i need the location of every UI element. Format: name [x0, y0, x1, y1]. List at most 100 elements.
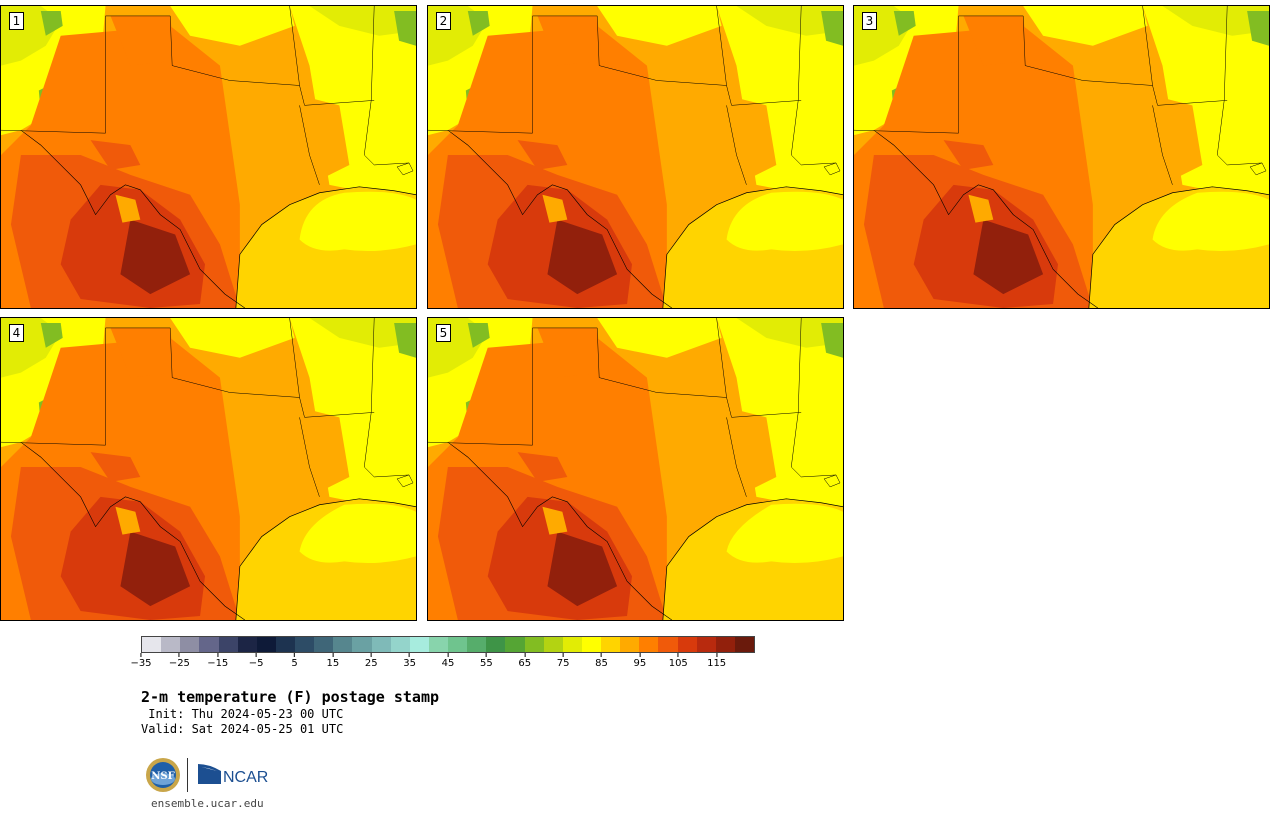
colorbar-tick-labels: −35 −25 −15 −5 5 15 25 35 45 55 65 75 85 95 105 115 — [130, 653, 755, 673]
ensemble-member-panel-1: 1 — [0, 5, 417, 309]
state-lines — [1216, 6, 1263, 166]
warm-region — [110, 15, 176, 66]
colorbar-swatch — [486, 637, 506, 652]
cool-region-east — [289, 318, 416, 517]
cool-region-north — [170, 6, 295, 46]
ncar-logo-icon: NCAR — [198, 764, 268, 786]
state-lines — [289, 318, 300, 398]
gulf-warm-patch — [726, 191, 843, 252]
member-label: 1 — [9, 12, 24, 30]
lake-outline — [396, 474, 414, 488]
temperature-map — [854, 6, 1269, 308]
state-lines — [726, 105, 747, 185]
colorbar-swatch — [352, 637, 372, 652]
extreme-hot-region — [547, 531, 618, 607]
state-lines — [363, 318, 410, 478]
colorbar-swatch — [715, 637, 735, 652]
colorbar-swatch — [314, 637, 334, 652]
colorbar-swatch — [734, 637, 754, 652]
mountain-cool-patch — [542, 194, 568, 223]
hot-patch — [943, 140, 994, 170]
coastline — [662, 498, 843, 620]
hot-patch — [90, 452, 141, 482]
green-patch — [394, 322, 416, 358]
cool-region-northeast — [309, 6, 416, 36]
colorbar-tick: −15 — [207, 653, 228, 669]
lake-outline — [1249, 162, 1267, 176]
mild-patch — [1152, 95, 1203, 180]
colorbar-tick: 45 — [442, 653, 455, 669]
svg-text:NSF: NSF — [151, 771, 174, 782]
temperature-map — [428, 318, 843, 620]
colorbar-swatch — [696, 637, 716, 652]
colorbar-tick: 115 — [707, 653, 726, 669]
coastline — [1088, 186, 1269, 308]
colorbar-swatch — [371, 637, 391, 652]
gulf-warm-patch — [726, 503, 843, 564]
border-line — [873, 129, 1098, 308]
state-lines — [428, 15, 802, 134]
colorbar-swatch — [467, 637, 487, 652]
colorbar-tick: 85 — [595, 653, 608, 669]
valid-time: Valid: Sat 2024-05-25 01 UTC — [141, 722, 344, 736]
mild-patch — [726, 407, 777, 492]
coastline — [235, 498, 416, 620]
colorbar-tick: −25 — [169, 653, 190, 669]
colorbar-swatch — [161, 637, 181, 652]
state-lines — [1, 327, 375, 446]
plot-title: 2-m temperature (F) postage stamp — [141, 688, 440, 706]
warm-region — [110, 327, 176, 378]
state-lines — [1152, 105, 1173, 185]
warm-region — [537, 327, 603, 378]
state-lines — [716, 6, 727, 86]
extreme-hot-region — [973, 219, 1044, 295]
colorbar-swatch — [677, 637, 697, 652]
extreme-hot-region — [547, 219, 618, 295]
colorbar-swatch — [601, 637, 621, 652]
mountain-cool-patch — [968, 194, 994, 223]
cool-region-north — [1023, 6, 1148, 46]
init-time: Init: Thu 2024-05-23 00 UTC — [141, 707, 344, 721]
state-lines — [299, 417, 320, 497]
state-lines — [726, 417, 747, 497]
border-line — [20, 441, 245, 620]
cool-region-northeast — [736, 6, 843, 36]
colorbar-tick: 5 — [291, 653, 297, 669]
temperature-map — [1, 6, 416, 308]
state-lines — [1142, 6, 1153, 86]
lake-outline — [823, 162, 841, 176]
state-lines — [428, 327, 802, 446]
colorbar-swatch — [256, 637, 276, 652]
colorbar-swatch — [658, 637, 678, 652]
hot-patch — [517, 140, 568, 170]
lake-outline — [823, 474, 841, 488]
colorbar-swatch — [275, 637, 295, 652]
colorbar-swatch — [142, 637, 162, 652]
cool-region-east — [716, 318, 843, 517]
cool-region-north — [597, 6, 722, 46]
member-label: 3 — [862, 12, 877, 30]
ensemble-member-panel-5: 5 — [427, 317, 844, 621]
highland-green — [40, 10, 63, 36]
state-lines — [716, 318, 727, 398]
mountain-cool-patch — [115, 194, 141, 223]
green-patch — [1247, 10, 1269, 46]
ensemble-member-panel-4: 4 — [0, 317, 417, 621]
hot-patch — [517, 452, 568, 482]
member-label: 2 — [436, 12, 451, 30]
coastline — [662, 186, 843, 308]
state-lines — [363, 6, 410, 166]
colorbar-swatch — [524, 637, 544, 652]
extreme-hot-region — [120, 219, 191, 295]
colorbar-swatch — [581, 637, 601, 652]
colorbar-swatch — [620, 637, 640, 652]
state-lines — [790, 6, 837, 166]
gulf-warm-patch — [299, 503, 416, 564]
cool-region-east — [716, 6, 843, 205]
website-url: ensemble.ucar.edu — [151, 797, 264, 810]
svg-text:NCAR: NCAR — [223, 769, 268, 786]
colorbar-swatch — [543, 637, 563, 652]
cool-region-east — [1142, 6, 1269, 205]
cool-region-northeast — [1162, 6, 1269, 36]
cool-region-northeast — [309, 318, 416, 348]
